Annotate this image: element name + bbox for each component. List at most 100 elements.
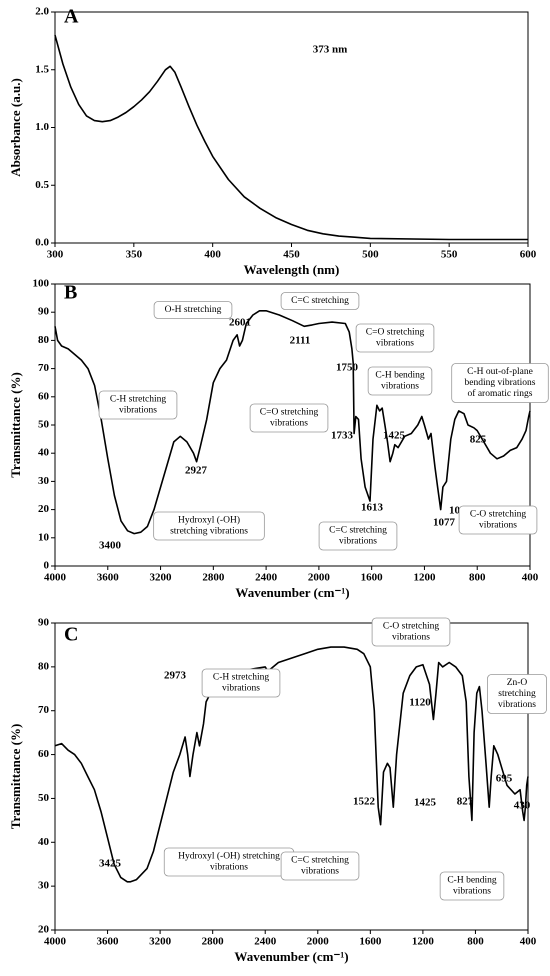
callout-box — [367, 366, 433, 396]
callout-text: vibrations — [301, 867, 339, 877]
callout-text: C-O stretching — [383, 622, 439, 632]
y-tick-label: 40 — [38, 836, 50, 848]
x-tick-label: 1200 — [413, 572, 436, 584]
y-tick-label: 50 — [38, 419, 50, 431]
y-tick-label: 100 — [33, 278, 50, 290]
callout-box — [153, 301, 233, 319]
y-tick-label: 70 — [38, 362, 50, 374]
y-tick-label: 90 — [38, 306, 50, 318]
callout-box — [249, 403, 329, 433]
callout-text: vibrations — [339, 537, 377, 547]
peak-label: 1522 — [353, 796, 376, 808]
peak-label: 1750 — [336, 362, 359, 374]
peak-label: 1120 — [409, 697, 431, 709]
x-tick-label: 300 — [47, 249, 64, 261]
panel-label: A — [64, 6, 79, 28]
plot-frame — [54, 11, 529, 244]
x-tick-label: 350 — [126, 249, 143, 261]
x-tick-label: 1600 — [359, 936, 382, 948]
y-tick-label: 20 — [38, 924, 50, 936]
y-tick-label: 70 — [38, 704, 50, 716]
callout-text: vibrations — [381, 382, 419, 392]
x-tick-label: 1600 — [361, 572, 384, 584]
callout-text: C-H out-of-plane — [467, 366, 533, 377]
y-axis-label: Transmittance (%) — [8, 724, 23, 830]
x-tick-label: 600 — [520, 249, 537, 261]
x-tick-label: 4000 — [44, 936, 67, 948]
callout-box — [201, 668, 281, 698]
callout-text: vibrations — [119, 406, 157, 416]
panel-label: B — [64, 282, 77, 304]
y-tick-label: 0.5 — [35, 179, 49, 191]
x-tick-label: 800 — [467, 936, 484, 948]
x-tick-label: 2800 — [202, 936, 225, 948]
peak-label: 1613 — [361, 502, 384, 514]
peak-label: 3425 — [99, 858, 122, 870]
callout-text: C-O stretching — [470, 510, 526, 520]
x-tick-label: 2000 — [307, 936, 330, 948]
y-tick-label: 2.0 — [35, 6, 49, 18]
peak-label: 1733 — [331, 430, 354, 442]
callout-text: vibrations — [479, 521, 517, 531]
callout-text: C=C stretching — [329, 526, 387, 536]
callout-text: O-H stretching — [165, 305, 222, 315]
callout-text: C-H bending — [447, 876, 497, 886]
callout-text: Hydroxyl (-OH) stretching — [178, 851, 280, 862]
peak-label: 827 — [457, 796, 474, 808]
callout-text: C-H stretching — [110, 395, 166, 405]
callout-text: stretching — [498, 689, 536, 699]
callout-text: stretching vibrations — [170, 527, 248, 537]
x-tick-label: 550 — [441, 249, 458, 261]
callout-text: vibrations — [270, 419, 308, 429]
panel-label: C — [64, 624, 78, 646]
peak-label: 2111 — [290, 335, 311, 347]
peak-label: 2973 — [164, 670, 187, 682]
callout-box — [487, 674, 547, 714]
callout-text: C=O stretching — [366, 328, 425, 338]
x-axis-label: Wavelength (nm) — [244, 262, 340, 277]
callout-text: vibrations — [222, 684, 260, 694]
callout-text: bending vibrations — [465, 378, 536, 388]
x-tick-label: 400 — [520, 936, 537, 948]
y-axis-label: Absorbance (a.u.) — [8, 78, 23, 177]
callout-text: C-H stretching — [213, 673, 269, 683]
peak-label: 695 — [496, 773, 513, 785]
callout-box — [153, 511, 265, 541]
peak-label: 373 nm — [313, 44, 348, 56]
x-tick-label: 2800 — [202, 572, 225, 584]
callout-text: vibrations — [376, 339, 414, 349]
x-tick-label: 3200 — [149, 936, 172, 948]
spectrum-line — [54, 310, 531, 535]
x-tick-label: 2000 — [308, 572, 331, 584]
callout-text: C=O stretching — [260, 408, 319, 418]
callout-text: C=C stretching — [291, 296, 349, 306]
callout-text: vibrations — [392, 633, 430, 643]
x-tick-label: 450 — [283, 249, 300, 261]
y-tick-label: 0.0 — [35, 237, 49, 249]
x-tick-label: 3600 — [97, 936, 120, 948]
callout-box — [355, 323, 435, 353]
y-tick-label: 1.5 — [35, 63, 49, 75]
y-tick-label: 60 — [38, 390, 50, 402]
callout-text: C=C stretching — [291, 856, 349, 866]
callout-box — [439, 871, 505, 901]
peak-label: 2927 — [185, 465, 208, 477]
peak-label: 825 — [470, 434, 487, 446]
x-tick-label: 500 — [362, 249, 379, 261]
peak-label: 3400 — [99, 540, 122, 552]
y-tick-label: 60 — [38, 748, 50, 760]
peak-label: 1425 — [414, 797, 437, 809]
x-tick-label: 1200 — [412, 936, 435, 948]
callout-text: vibrations — [453, 887, 491, 897]
x-tick-label: 800 — [469, 572, 486, 584]
y-tick-label: 20 — [38, 503, 50, 515]
callout-text: C-H bending — [375, 371, 425, 381]
x-tick-label: 3200 — [150, 572, 173, 584]
callout-box — [371, 617, 451, 647]
peak-label: 1425 — [383, 430, 406, 442]
callout-text: of aromatic rings — [468, 388, 533, 399]
callout-text: Zn-O — [507, 678, 528, 688]
y-tick-label: 50 — [38, 792, 50, 804]
callout-text: vibrations — [210, 863, 248, 873]
